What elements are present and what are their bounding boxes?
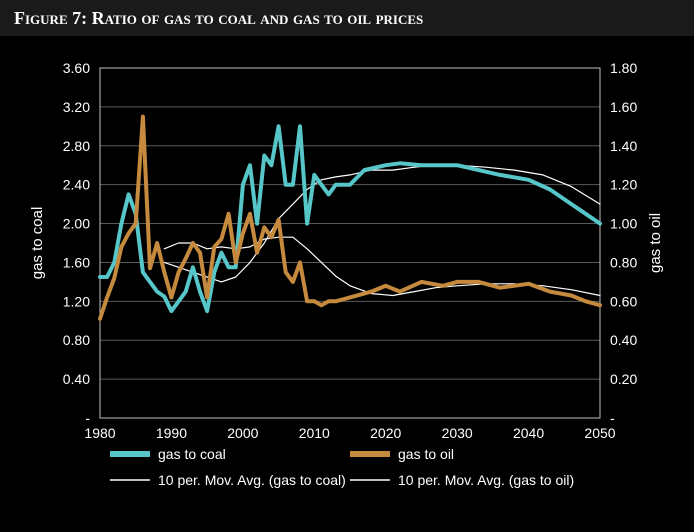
x-tick: 1980 xyxy=(84,425,115,441)
y-left-tick: 2.00 xyxy=(63,216,90,232)
y-right-tick: 0.20 xyxy=(610,371,637,387)
y-left-tick: 3.20 xyxy=(63,99,90,115)
y-left-tick: 3.60 xyxy=(63,60,90,76)
y-left-tick: - xyxy=(85,410,90,426)
x-tick: 1990 xyxy=(156,425,187,441)
y-right-tick: 0.60 xyxy=(610,293,637,309)
y-right-tick: 1.40 xyxy=(610,138,637,154)
series-gas-to-oil xyxy=(100,117,600,319)
y-right-tick: - xyxy=(610,410,615,426)
x-tick: 2050 xyxy=(584,425,615,441)
y-left-tick: 2.80 xyxy=(63,138,90,154)
legend-label: 10 per. Mov. Avg. (gas to oil) xyxy=(398,472,574,488)
x-tick: 2030 xyxy=(442,425,473,441)
y-left-tick: 0.40 xyxy=(63,371,90,387)
legend-label: gas to coal xyxy=(158,446,226,462)
y-right-tick: 0.80 xyxy=(610,254,637,270)
y-left-tick: 2.40 xyxy=(63,177,90,193)
y-left-tick: 0.80 xyxy=(63,332,90,348)
x-tick: 2000 xyxy=(227,425,258,441)
legend-label: 10 per. Mov. Avg. (gas to coal) xyxy=(158,472,346,488)
plot-border xyxy=(100,68,600,418)
y-right-tick: 1.00 xyxy=(610,216,637,232)
x-tick: 2040 xyxy=(513,425,544,441)
legend-label: gas to oil xyxy=(398,446,454,462)
x-tick: 2010 xyxy=(299,425,330,441)
y-left-label: gas to coal xyxy=(29,207,46,280)
figure-title: Figure 7: Ratio of gas to coal and gas t… xyxy=(0,0,694,36)
y-right-tick: 1.80 xyxy=(610,60,637,76)
y-right-tick: 1.20 xyxy=(610,177,637,193)
y-right-label: gas to oil xyxy=(647,213,664,273)
chart: - 0.40 0.80 1.20 1.60 2.00 2.40 2.80 3.20 3.60 - 0.… xyxy=(10,48,684,522)
y-left-tick: 1.60 xyxy=(63,254,90,270)
x-tick: 2020 xyxy=(370,425,401,441)
y-right-tick: 0.40 xyxy=(610,332,637,348)
y-right-tick: 1.60 xyxy=(610,99,637,115)
y-left-tick: 1.20 xyxy=(63,293,90,309)
